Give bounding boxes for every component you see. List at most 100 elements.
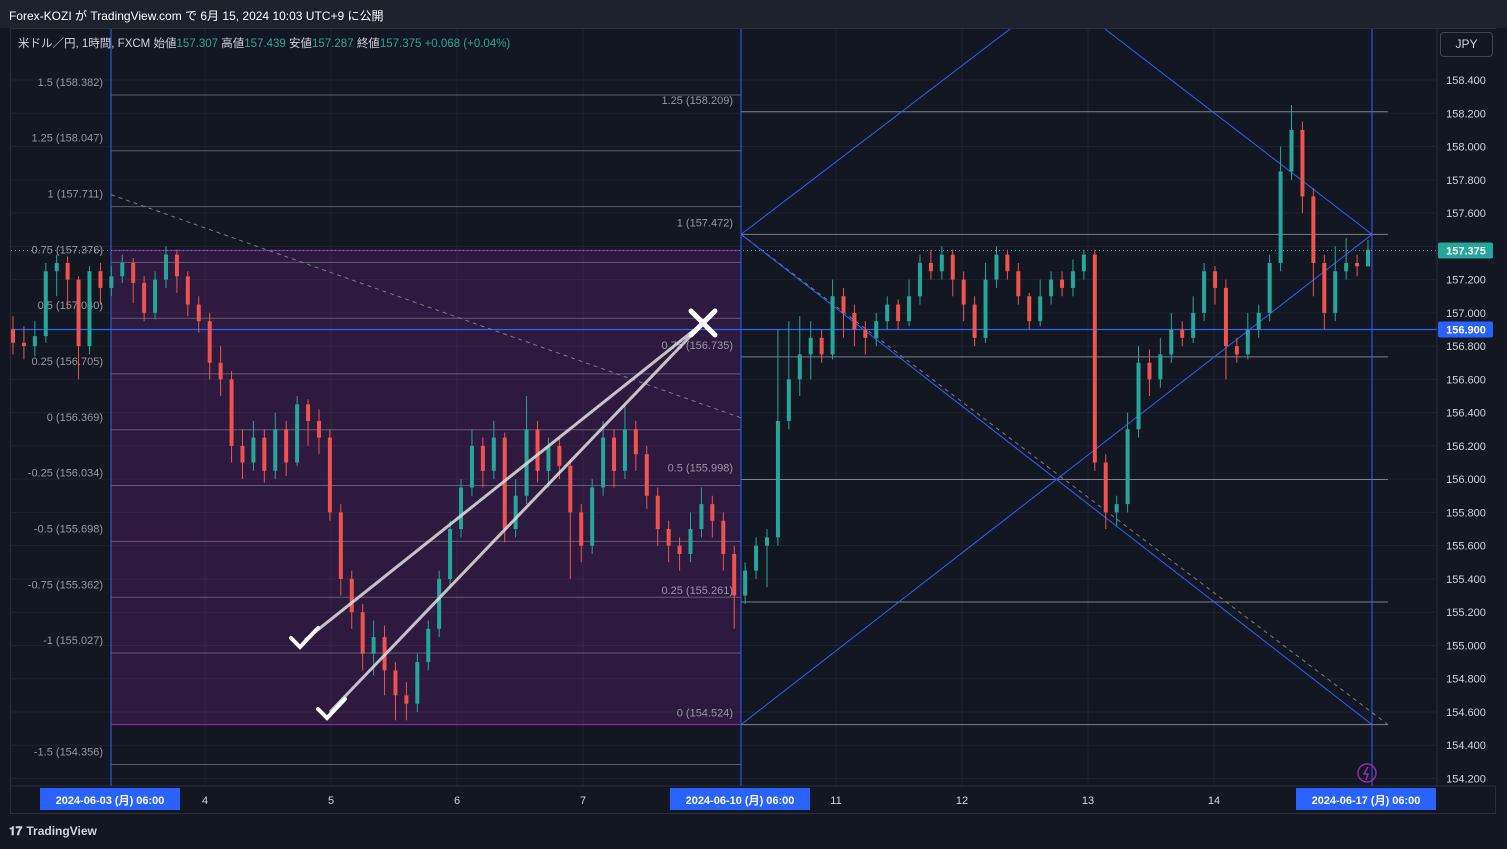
chart-canvas[interactable]: 1.5 (158.382) 1.25 (158.047) 1 (157.711) 0.… (0, 0, 1507, 814)
time-label-highlight (670, 788, 810, 810)
lightning-icon (1362, 766, 1370, 781)
price-tick-label: 157.000 (1446, 308, 1486, 320)
candle-body (535, 429, 540, 471)
candle-body (557, 445, 562, 466)
candle-body (688, 529, 693, 554)
price-tick-label: 154.400 (1446, 740, 1486, 752)
candle-body (306, 404, 311, 421)
candle-body (349, 578, 354, 613)
candle-body (338, 512, 343, 579)
tradingview-brand[interactable]: 𝟏𝟕 TradingView (9, 824, 97, 839)
candle-body (590, 487, 595, 546)
fib-middle-label: 1 (157.472) (677, 217, 733, 229)
candle-body (819, 337, 824, 355)
candle-body (1027, 296, 1032, 322)
candle-body (939, 254, 944, 272)
candle-body (262, 437, 267, 471)
check-icon (316, 697, 347, 721)
candle-body (1114, 504, 1119, 513)
open-label: 始値 (153, 38, 177, 50)
candle-body (153, 279, 158, 313)
candle-body (786, 379, 791, 421)
candle-body (1322, 262, 1327, 313)
candle-body (1005, 254, 1010, 272)
price-tick-label: 154.600 (1446, 707, 1486, 719)
candle-body (1234, 346, 1239, 355)
candle-body (622, 429, 627, 471)
candle-body (994, 254, 999, 280)
candle-body (76, 279, 81, 347)
fib-left-label: -0.25 (156.034) (28, 468, 103, 480)
candle-body (142, 282, 147, 313)
candle-body (808, 337, 813, 355)
price-tick-label: 155.600 (1446, 541, 1486, 553)
candle-body (743, 570, 748, 596)
candle-body (251, 437, 256, 463)
candle-body (163, 254, 168, 280)
candle-body (1038, 296, 1043, 322)
brand-name: TradingView (26, 824, 97, 838)
candle-body (874, 321, 879, 338)
candle-body (1256, 312, 1261, 330)
candle-body (229, 379, 234, 446)
price-tick-label: 155.400 (1446, 574, 1486, 586)
candle-body (502, 437, 507, 530)
currency-button[interactable]: JPY (1440, 32, 1493, 57)
candle-body (426, 628, 431, 663)
price-tick-label: 155.200 (1446, 607, 1486, 619)
price-tick-label: 156.000 (1446, 474, 1486, 486)
price-tick-label: 155.000 (1446, 640, 1486, 652)
candle-body (65, 262, 70, 280)
candle-body (316, 420, 321, 438)
candle-body (1278, 171, 1283, 263)
candle-body (1202, 271, 1207, 313)
candle-body (469, 445, 474, 488)
candle-body (1344, 262, 1349, 272)
candle-body (830, 296, 835, 355)
time-axis: 2024-06-03 (月) 06:00 4 5 6 7 2024-06-10 (月) 0… (11, 785, 1496, 810)
fib-middle-label: 0.5 (155.998) (668, 462, 733, 474)
candle-body (852, 312, 857, 330)
candle-body (1191, 312, 1196, 338)
candle-body (612, 437, 617, 471)
candle-body (98, 271, 103, 288)
trend-line-white (304, 321, 704, 642)
candle-body (983, 279, 988, 338)
candle-body (1355, 262, 1360, 267)
channel-line (740, 233, 1373, 726)
candle-body (513, 495, 518, 530)
time-label: 2024-06-03 (月) 06:00 (56, 794, 165, 807)
current-price-tag (1438, 242, 1493, 259)
publish-info: Forex-KOZI が TradingView.com で 6月 15, 20… (9, 9, 384, 23)
candle-body (196, 304, 201, 322)
candle-body (120, 262, 125, 277)
price-tick-label: 156.400 (1446, 408, 1486, 420)
trend-line-white (328, 321, 705, 714)
candle-body (415, 662, 420, 704)
time-label: 4 (202, 795, 208, 807)
time-label: 5 (328, 795, 334, 807)
candle-body (797, 354, 802, 380)
fib-middle-label: 1.25 (158.209) (661, 95, 733, 107)
candle-body (1333, 271, 1338, 313)
candles (11, 104, 1370, 721)
candle-body (131, 262, 136, 283)
drawings (289, 308, 1377, 783)
candle-body (109, 276, 114, 288)
low-label: 安値 (289, 38, 313, 50)
candle-body (393, 670, 398, 696)
candle-body (207, 321, 212, 363)
candle-body (284, 429, 289, 463)
candle-body (710, 504, 715, 521)
candle-body (32, 336, 37, 347)
candle-body (1125, 429, 1130, 505)
candle-body (185, 276, 190, 305)
candle-body (655, 495, 660, 530)
price-tick-label: 157.600 (1446, 208, 1486, 220)
fib-left-label: 0.5 (157.040) (38, 300, 103, 312)
price-axis-bg (1437, 29, 1496, 786)
fib-middle-label: 0 (154.524) (677, 708, 733, 720)
candle-body (1103, 462, 1108, 513)
candle-body (240, 445, 245, 463)
open-value: 157.307 (176, 38, 219, 50)
